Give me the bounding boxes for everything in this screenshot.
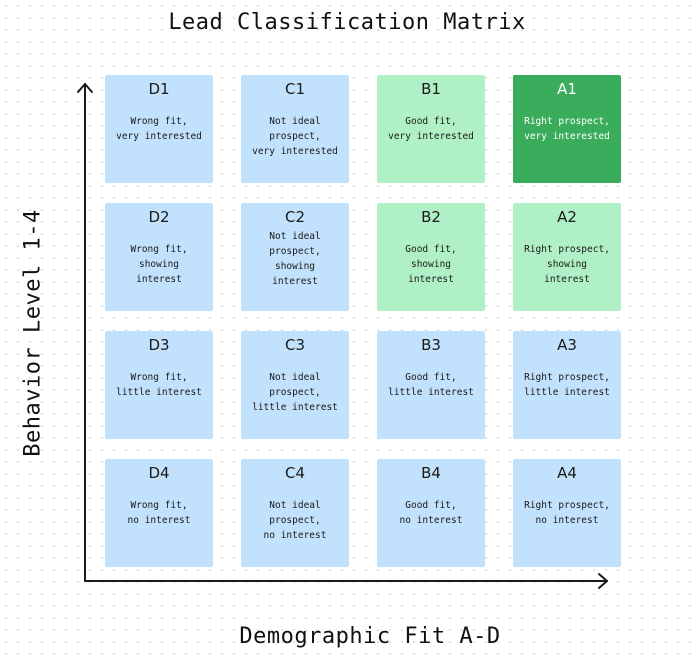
cell-code: B3 bbox=[421, 336, 441, 354]
cell-description: Right prospect, no interest bbox=[524, 500, 610, 526]
cell-code: B2 bbox=[421, 208, 441, 226]
cell-description: Good fit, no interest bbox=[399, 500, 463, 526]
matrix-cell-a3: A3 Right prospect, little interest bbox=[513, 331, 621, 439]
cell-code: A3 bbox=[557, 336, 577, 354]
cell-code: D1 bbox=[148, 80, 170, 98]
matrix-cell-a1: A1 Right prospect, very interested bbox=[513, 75, 621, 183]
matrix-cell-b4: B4 Good fit, no interest bbox=[377, 459, 485, 567]
cell-code: D3 bbox=[148, 336, 170, 354]
matrix-cell-d2: D2 Wrong fit, showing interest bbox=[105, 203, 213, 311]
matrix-cell-c3: C3 Not ideal prospect, little interest bbox=[241, 331, 349, 439]
cell-code: C3 bbox=[284, 336, 306, 354]
cell-description: Wrong fit, little interest bbox=[116, 372, 202, 398]
cell-code: C2 bbox=[284, 208, 306, 226]
cell-code: B4 bbox=[421, 464, 441, 482]
cell-description: Wrong fit, very interested bbox=[116, 116, 202, 142]
y-axis-arrowhead bbox=[77, 83, 93, 93]
cell-description: Good fit, little interest bbox=[388, 372, 474, 398]
matrix-cell-a2: A2 Right prospect, showing interest bbox=[513, 203, 621, 311]
x-axis-arrowhead bbox=[598, 573, 608, 589]
x-axis-label: Demographic Fit A-D bbox=[239, 624, 501, 649]
cell-description: Wrong fit, showing interest bbox=[130, 244, 188, 285]
diagram-title: Lead Classification Matrix bbox=[168, 10, 526, 35]
matrix-cell-c4: C4 Not ideal prospect, no interest bbox=[241, 459, 349, 567]
matrix-cell-c1: C1 Not ideal prospect, very interested bbox=[241, 75, 349, 183]
matrix-cell-b1: B1 Good fit, very interested bbox=[377, 75, 485, 183]
cell-code: A2 bbox=[557, 208, 577, 226]
cell-description: Wrong fit, no interest bbox=[127, 500, 191, 526]
matrix-cell-d3: D3 Wrong fit, little interest bbox=[105, 331, 213, 439]
matrix-cell-b3: B3 Good fit, little interest bbox=[377, 331, 485, 439]
cell-description: Not ideal prospect, little interest bbox=[252, 372, 338, 413]
cell-code: D2 bbox=[148, 208, 170, 226]
cell-code: D4 bbox=[148, 464, 170, 482]
matrix-cell-a4: A4 Right prospect, no interest bbox=[513, 459, 621, 567]
cell-description: Good fit, very interested bbox=[388, 116, 474, 142]
cell-description: Right prospect, very interested bbox=[524, 116, 610, 142]
cell-code: A4 bbox=[557, 464, 577, 482]
cell-description: Not ideal prospect, showing interest bbox=[269, 231, 321, 287]
cell-code: C4 bbox=[284, 464, 306, 482]
matrix-cell-d4: D4 Wrong fit, no interest bbox=[105, 459, 213, 567]
cell-description: Not ideal prospect, very interested bbox=[252, 116, 338, 157]
cell-code: B1 bbox=[421, 80, 441, 98]
cell-description: Right prospect, showing interest bbox=[524, 244, 610, 285]
matrix-cell-d1: D1 Wrong fit, very interested bbox=[105, 75, 213, 183]
cell-description: Good fit, showing interest bbox=[405, 244, 457, 285]
matrix-cell-b2: B2 Good fit, showing interest bbox=[377, 203, 485, 311]
cell-code: C1 bbox=[284, 80, 306, 98]
cell-description: Right prospect, little interest bbox=[524, 372, 610, 398]
cell-description: Not ideal prospect, no interest bbox=[263, 500, 327, 541]
matrix-cell-c2: C2 Not ideal prospect, showing interest bbox=[241, 203, 349, 311]
cell-code: A1 bbox=[557, 80, 577, 98]
